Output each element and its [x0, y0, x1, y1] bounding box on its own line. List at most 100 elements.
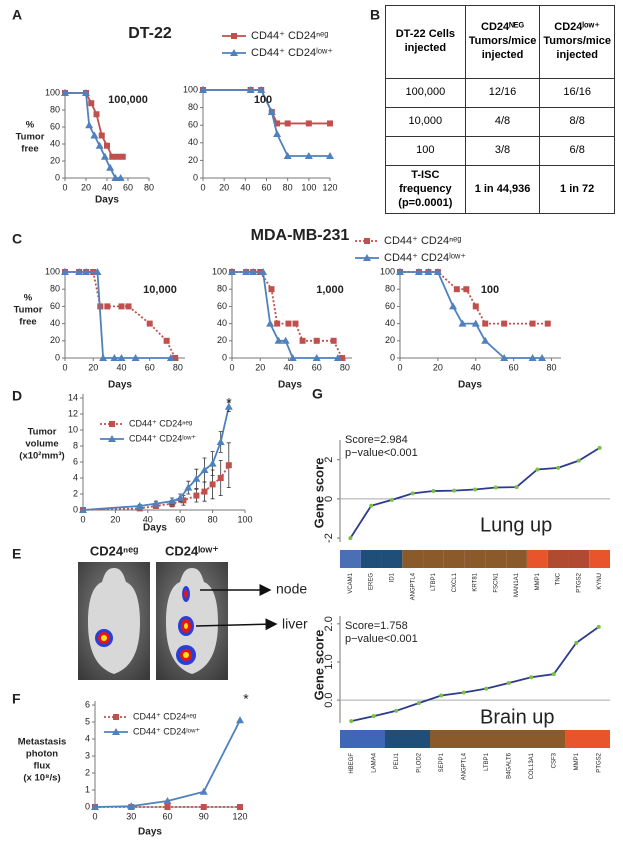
- marker: [108, 435, 116, 442]
- marker: [371, 714, 376, 719]
- y-tick-label: 60: [50, 121, 60, 131]
- legend-label: CD44⁺ CD24ˡᵒʷ⁺: [133, 726, 200, 736]
- x-tick-label: SEPP1: [439, 752, 445, 772]
- series-line: [349, 447, 601, 539]
- marker: [389, 497, 394, 502]
- x-tick-label: MMP1: [574, 752, 580, 770]
- y-tick-label: 80: [217, 284, 227, 294]
- x-tick-label: B4GALT6: [506, 752, 512, 779]
- marker: [410, 491, 415, 496]
- x-tick-label: 20: [110, 514, 120, 524]
- marker: [224, 402, 233, 410]
- x-tick-label: 120: [322, 182, 337, 192]
- marker: [369, 503, 374, 508]
- y-tick-label: 40: [385, 318, 395, 328]
- group-label: CD24ˡᵒʷ⁺: [165, 543, 219, 558]
- marker: [208, 459, 217, 467]
- annotation: 100,000: [108, 94, 148, 106]
- cell: 6/8: [539, 136, 615, 166]
- series-line: [400, 271, 548, 325]
- y-tick-label: 40: [217, 318, 227, 328]
- marker: [166, 354, 175, 361]
- header-cell: DT-22 Cells injected: [385, 5, 466, 79]
- marker: [246, 86, 255, 93]
- marker: [471, 319, 480, 327]
- y-axis-label: Tumor: [16, 132, 45, 143]
- marker: [433, 268, 442, 275]
- x-tick-label: PTGS2: [596, 752, 602, 772]
- marker: [163, 337, 170, 344]
- y-tick-label: 80: [50, 284, 60, 294]
- marker: [110, 354, 119, 361]
- x-tick-label: 80: [208, 514, 218, 524]
- marker: [514, 485, 519, 490]
- marker: [184, 483, 193, 491]
- signal: [182, 586, 190, 602]
- marker: [99, 354, 108, 361]
- y-tick-label: 20: [217, 335, 227, 345]
- color-band: [568, 550, 590, 568]
- marker: [93, 268, 102, 275]
- cell: 100: [385, 136, 466, 166]
- series-line: [232, 271, 338, 359]
- marker: [135, 502, 144, 509]
- marker: [394, 708, 399, 713]
- x-tick-label: KRT81: [473, 572, 479, 591]
- header-cell: CD24ˡᵒʷ⁺ Tumors/mice injected: [539, 5, 615, 79]
- x-axis-label: Days: [278, 380, 302, 391]
- color-band: [497, 730, 520, 748]
- x-tick-label: 20: [433, 362, 443, 372]
- x-tick-label: 20: [88, 362, 98, 372]
- marker: [216, 438, 225, 445]
- y-axis-label: (x10²mm³): [19, 451, 64, 462]
- legend-label: CD44⁺ CD24ⁿᵉᵍ: [384, 235, 461, 247]
- header-cell: CD24ᴺᴱᴳ Tumors/mice injected: [464, 5, 541, 79]
- marker: [266, 319, 275, 327]
- marker: [257, 86, 266, 93]
- x-tick-label: 60: [145, 362, 155, 372]
- x-tick-label: 20: [255, 362, 265, 372]
- panel-label: F: [12, 691, 21, 707]
- x-tick-label: ID1: [390, 572, 396, 582]
- marker: [249, 268, 258, 275]
- x-tick-label: 90: [199, 811, 209, 821]
- annotation: Score=1.758: [345, 620, 408, 632]
- y-tick-label: 6: [85, 699, 90, 709]
- cell: 10,000: [385, 107, 466, 137]
- color-band: [452, 730, 475, 748]
- y-tick-label: 4: [85, 733, 90, 743]
- y-tick-label: 0: [85, 801, 90, 811]
- y-tick-label: 1.0: [323, 654, 335, 669]
- marker: [200, 804, 207, 810]
- panel-label: D: [12, 388, 22, 404]
- y-axis-label: photon: [26, 749, 58, 760]
- y-axis-label: Metastasis: [18, 737, 67, 748]
- marker: [333, 354, 342, 361]
- marker: [535, 467, 540, 472]
- y-tick-label: 80: [385, 284, 395, 294]
- annotation: Brain up: [480, 706, 555, 728]
- color-band: [464, 550, 486, 568]
- marker: [201, 488, 208, 495]
- y-tick-label: 60: [188, 120, 198, 130]
- marker: [283, 152, 292, 159]
- marker: [106, 163, 115, 171]
- marker: [327, 120, 333, 127]
- y-tick-label: 80: [188, 102, 198, 112]
- marker: [424, 268, 433, 275]
- marker: [111, 174, 120, 181]
- x-tick-label: 40: [283, 362, 293, 372]
- y-axis-label: free: [19, 317, 36, 328]
- x-tick-label: LTBP1: [431, 572, 437, 591]
- color-band: [360, 550, 382, 568]
- series-line: [351, 626, 600, 722]
- color-band: [443, 550, 465, 568]
- marker: [305, 120, 312, 127]
- color-band: [589, 550, 610, 568]
- marker: [199, 787, 208, 795]
- marker: [500, 354, 509, 361]
- color-band: [362, 730, 385, 748]
- x-tick-label: LAMA4: [371, 752, 377, 772]
- x-tick-label: VCAM1: [348, 572, 354, 593]
- y-tick-label: 2.0: [323, 616, 335, 631]
